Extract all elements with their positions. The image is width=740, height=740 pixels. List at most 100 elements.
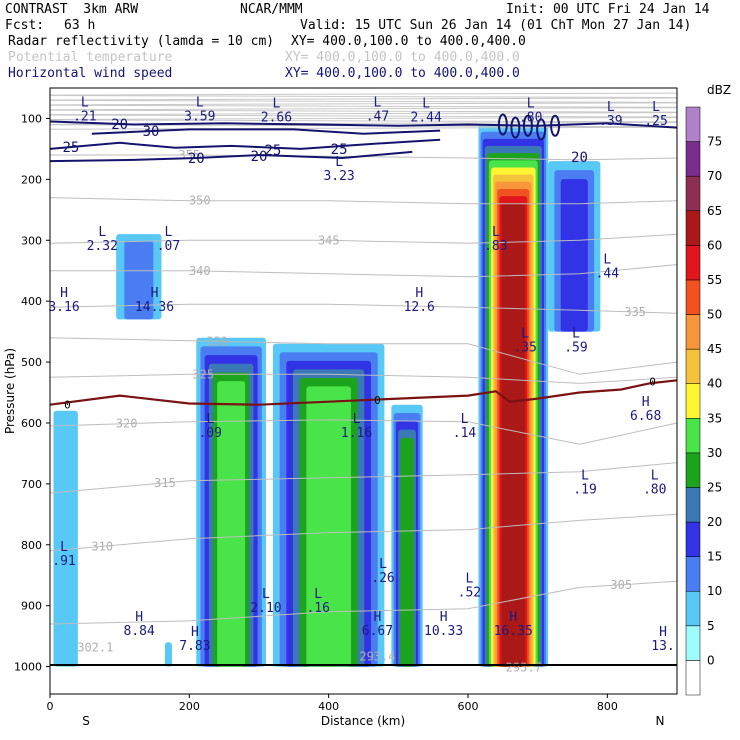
- theta-upper-band-line: [49, 114, 678, 118]
- extremum-value: 16.35: [494, 624, 533, 639]
- colorbar-swatch: [685, 383, 701, 419]
- colorbar-swatch: [685, 418, 701, 454]
- extremum-type: L: [461, 412, 469, 427]
- theta-contour-355: [50, 154, 678, 161]
- wind-contour-20: [49, 150, 413, 163]
- field-xy-potential-temperature: XY= 400.0,100.0 to 400.0,400.0: [285, 50, 520, 65]
- wind-contour-cell: [522, 114, 533, 137]
- theta-contour-345: [49, 233, 678, 244]
- colorbar-swatch: [685, 556, 701, 592]
- freezing-level-line: 0 0 0: [49, 376, 678, 412]
- extremum-type: L: [314, 587, 322, 602]
- colorbar-level-label: 35: [707, 411, 722, 425]
- x-tick-label: 800: [597, 700, 618, 713]
- colorbar-level-label: 10: [707, 584, 722, 598]
- colorbar-level-label: 55: [707, 273, 722, 287]
- extremum-value: 2.66: [261, 110, 292, 125]
- extremum-value: .80: [519, 110, 542, 125]
- theta-upper-band-line: [49, 112, 678, 116]
- field-name-wind-speed: Horizontal wind speed: [8, 66, 173, 81]
- y-tick-label: 800: [21, 539, 42, 552]
- freezing-line-label: 0: [374, 394, 381, 407]
- theta-contour-label: 330: [206, 334, 228, 348]
- extremum-type: L: [206, 412, 214, 427]
- theta-contour-label: 305: [610, 578, 632, 592]
- extremum-type: H: [60, 286, 68, 301]
- extremum-value: 2.32: [87, 239, 118, 254]
- wind-contour-25: [49, 138, 441, 150]
- wind-contour-20: [49, 120, 678, 129]
- reflectivity-shell-4-30: [306, 386, 351, 667]
- extremum-type: L: [262, 587, 270, 602]
- colorbar-level-label: 65: [707, 204, 722, 218]
- colorbar-swatch: [685, 210, 701, 246]
- extremum-type: H: [135, 610, 143, 625]
- theta-contour-340: [50, 264, 678, 278]
- theta-contour-label: 320: [116, 417, 138, 431]
- extremum-value: 10.33: [424, 624, 463, 639]
- reflectivity-shell-3-30: [217, 381, 246, 667]
- theta-upper-band-line: [49, 97, 678, 101]
- y-tick-label: 100: [21, 112, 42, 125]
- extrema-labels: L.21L3.59L2.66L.47L2.44L.80L.39L.25L3.23…: [48, 95, 674, 654]
- extremum-value: 12.6: [404, 300, 435, 315]
- x-tick-label: 0: [47, 700, 54, 713]
- extremum-value: 2.10: [250, 601, 281, 616]
- extremum-value: .16: [306, 601, 329, 616]
- extremum-value: 1.16: [341, 426, 372, 441]
- theta-contour-label: 310: [91, 539, 113, 553]
- extremum-value: .52: [458, 586, 481, 601]
- wind-contour-cell: [497, 113, 508, 136]
- extremum-value: 7.83: [179, 639, 210, 654]
- extremum-value: 3.23: [323, 169, 354, 184]
- theta-upper-band-line: [49, 99, 678, 103]
- extremum-type: H: [374, 610, 382, 625]
- colorbar-level-label: 0: [707, 653, 715, 667]
- theta-contour-305: [49, 580, 678, 625]
- colorbar-swatch: [685, 590, 701, 627]
- extremum-value: .59: [564, 341, 587, 356]
- extremum-type: H: [440, 610, 448, 625]
- x-end-label-north: N: [656, 714, 665, 728]
- extremum-type: L: [492, 225, 500, 240]
- extremum-value: .47: [366, 109, 389, 124]
- extremum-type: L: [335, 155, 343, 170]
- extremum-type: H: [151, 286, 159, 301]
- colorbar-level-label: 15: [707, 550, 722, 564]
- extremum-type: L: [603, 252, 611, 267]
- x-axis-title: Distance (km): [321, 714, 405, 728]
- colorbar-level-label: 5: [707, 619, 715, 633]
- theta-contour-label: 315: [154, 476, 176, 490]
- theta-contour-label: 325: [192, 367, 214, 381]
- extremum-type: L: [379, 557, 387, 572]
- theta-upper-band-line: [49, 119, 678, 123]
- theta-contour-label: 340: [189, 264, 211, 278]
- freezing-line-path: [49, 379, 678, 406]
- theta-contour-label: 345: [318, 233, 340, 247]
- theta-upper-band-line: [49, 92, 678, 96]
- theta-upper-band-line: [49, 126, 678, 130]
- wind-contour-cell: [550, 114, 561, 137]
- reflectivity-shell-7-15: [560, 179, 588, 332]
- reflectivity-shell-5-25: [400, 437, 414, 667]
- colorbar-swatch: [685, 487, 701, 523]
- extremum-type: H: [191, 625, 199, 640]
- colorbar-level-label: 20: [707, 515, 722, 529]
- plot-frame: [49, 87, 678, 695]
- theta-contour-325: [49, 373, 678, 384]
- extremum-value: .25: [644, 114, 667, 129]
- colorbar-swatch: [685, 521, 701, 557]
- wind-extra-label: 20: [571, 150, 588, 166]
- extremum-value: 6.67: [362, 624, 393, 639]
- extremum-type: L: [607, 100, 615, 115]
- wind-extra-label: 25: [265, 143, 282, 159]
- wind-contour-cell: [536, 118, 547, 141]
- extremum-value: 8.84: [124, 624, 155, 639]
- extremum-value: 13.: [651, 639, 674, 654]
- extremum-value: 3.16: [48, 300, 79, 315]
- model-title: CONTRAST 3km ARW: [5, 2, 139, 17]
- y-tick-label: 600: [21, 417, 42, 430]
- extremum-type: L: [521, 327, 529, 342]
